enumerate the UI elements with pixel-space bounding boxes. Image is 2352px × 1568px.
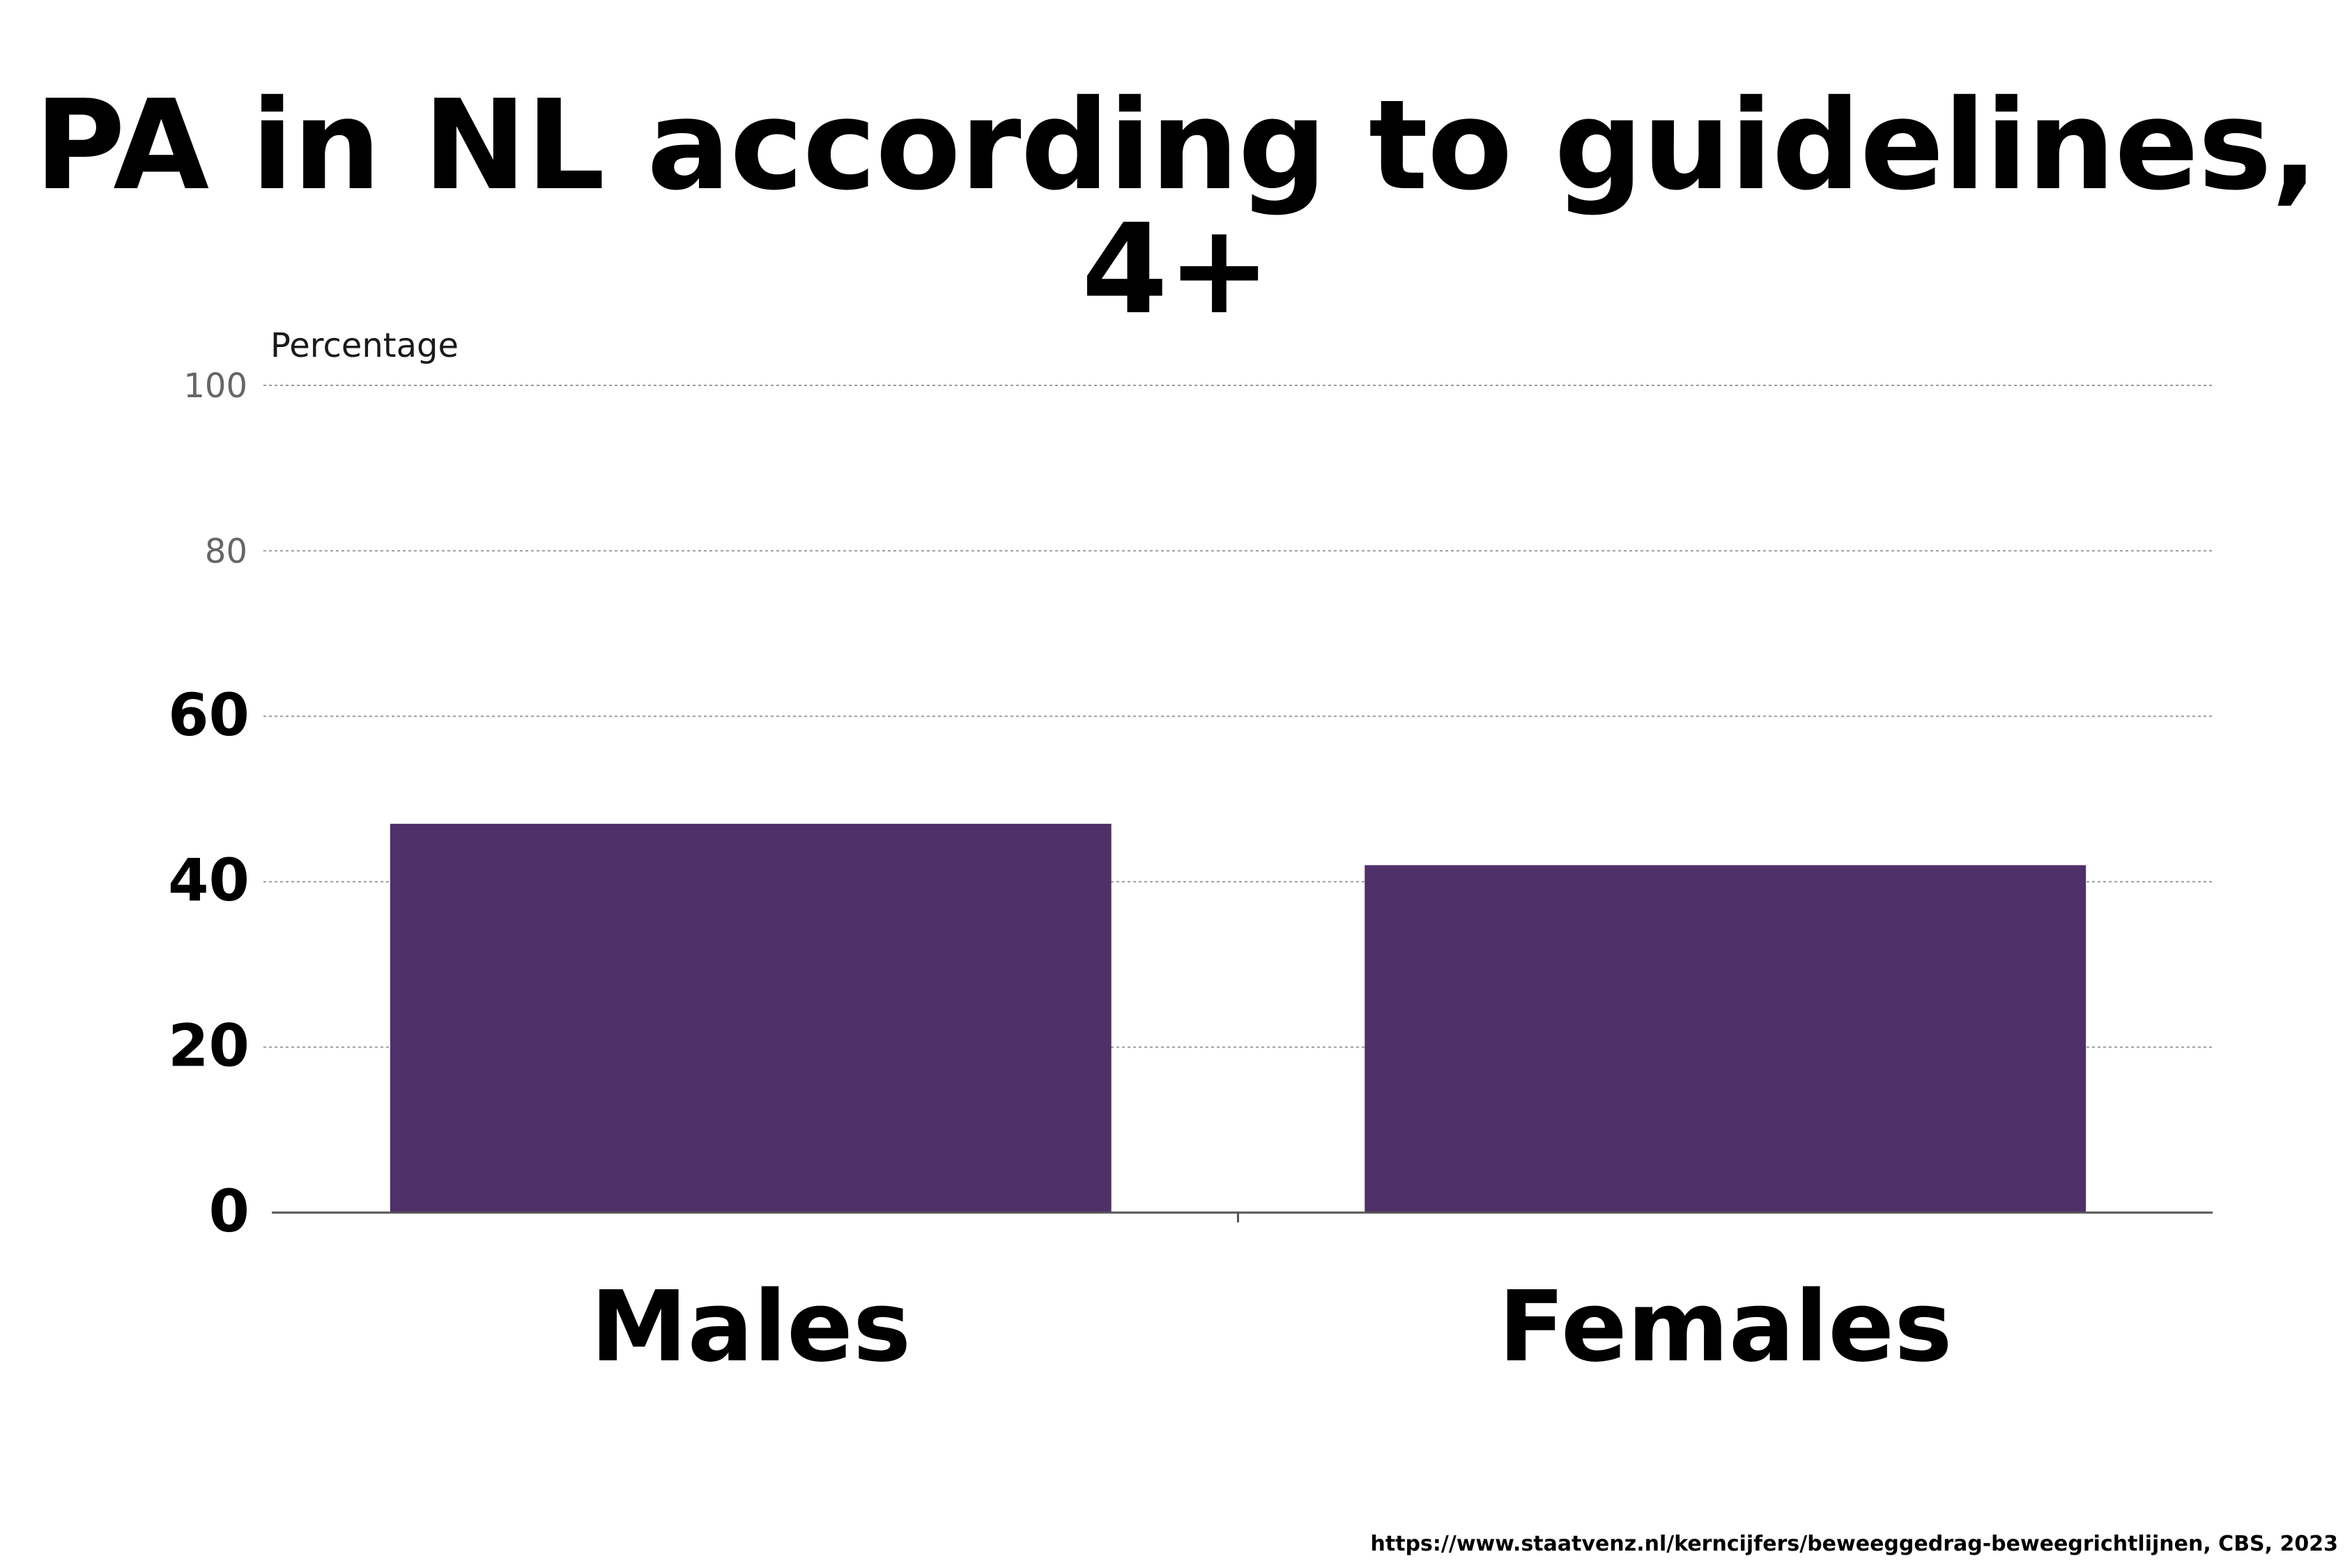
y-tick-label: 0 (209, 1177, 249, 1245)
y-tick-label: 100 (183, 367, 247, 406)
y-tick-label: 60 (168, 681, 249, 749)
y-tick-label: 40 (168, 846, 249, 914)
source-note: https://www.staatvenz.nl/kerncijfers/bew… (1370, 1532, 2338, 1556)
bar-females (1365, 865, 2086, 1213)
x-axis (272, 1211, 2213, 1222)
x-axis-labels: Males Females (590, 1270, 1952, 1384)
y-axis-title: Percentage (270, 326, 459, 365)
bars (390, 824, 2086, 1213)
x-tick-label: Males (590, 1270, 911, 1384)
chart-title: PA in NL according to guidelines, 4+ (34, 73, 2318, 341)
y-tick-label: 80 (205, 532, 247, 571)
x-tick-label: Females (1498, 1270, 1953, 1384)
bar-males (390, 824, 1112, 1213)
y-axis-ticks: 0 20 40 60 80 100 (168, 367, 249, 1245)
y-tick-label: 20 (168, 1012, 249, 1080)
